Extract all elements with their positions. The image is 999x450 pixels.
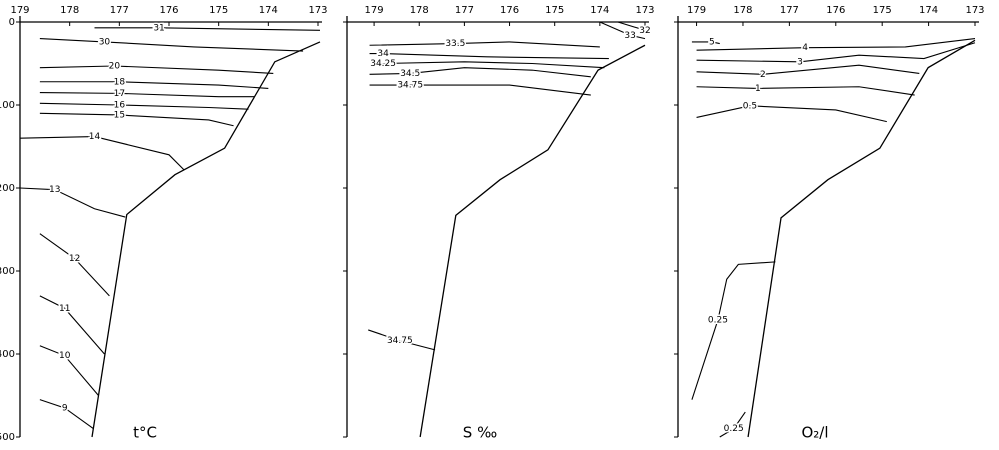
contour-label: 0.5 bbox=[743, 101, 757, 111]
bottom-profile bbox=[91, 41, 321, 438]
contour-line bbox=[94, 27, 320, 31]
contour-label: 20 bbox=[109, 61, 121, 71]
contour-line bbox=[719, 411, 746, 438]
contour-line bbox=[696, 42, 976, 63]
x-tick-label: 179 bbox=[10, 5, 29, 16]
x-tick-label: 175 bbox=[873, 5, 892, 16]
contour-line bbox=[19, 187, 126, 218]
contour-label: 32 bbox=[639, 26, 650, 36]
bottom-profile bbox=[419, 44, 646, 438]
contour-line bbox=[617, 21, 646, 31]
contour-line bbox=[39, 345, 99, 396]
contour-label: 1 bbox=[755, 84, 761, 94]
contour-label: 17 bbox=[114, 89, 125, 99]
contour-label: 34.5 bbox=[400, 69, 420, 79]
contour-label: 4 bbox=[802, 43, 808, 53]
contour-line bbox=[39, 102, 249, 110]
contour-line bbox=[599, 21, 646, 40]
x-tick-label: 178 bbox=[60, 5, 79, 16]
x-tick-label: 173 bbox=[308, 5, 327, 16]
contour-label: 15 bbox=[114, 110, 125, 120]
contour-line bbox=[691, 261, 776, 400]
contour-line bbox=[368, 329, 436, 351]
contour-line bbox=[369, 52, 609, 60]
contour-label: 33 bbox=[624, 31, 635, 41]
x-tick-label: 174 bbox=[919, 5, 938, 16]
contour-line bbox=[39, 38, 304, 52]
contour-label: 5 bbox=[709, 37, 715, 47]
x-tick-label: 174 bbox=[590, 5, 609, 16]
contour-label: 31 bbox=[153, 23, 164, 33]
x-tick-label: 174 bbox=[259, 5, 278, 16]
y-tick-label: 100 bbox=[0, 100, 15, 111]
panel-label: O₂/l bbox=[801, 424, 828, 442]
contour-label: 34 bbox=[377, 49, 389, 59]
contour-label: 3 bbox=[797, 57, 803, 67]
panel-label: t°C bbox=[133, 424, 157, 442]
contour-line bbox=[39, 81, 269, 89]
x-tick-label: 176 bbox=[500, 5, 519, 16]
contour-line bbox=[369, 67, 591, 78]
y-tick-label: 500 bbox=[0, 432, 15, 443]
x-tick-label: 177 bbox=[780, 5, 799, 16]
contour-line bbox=[39, 65, 274, 75]
contour-label: 9 bbox=[62, 403, 68, 413]
y-tick-label: 0 bbox=[9, 17, 15, 28]
contour-line bbox=[19, 135, 185, 171]
contour-line bbox=[39, 92, 255, 98]
x-tick-label: 179 bbox=[365, 5, 384, 16]
y-tick-label: 400 bbox=[0, 349, 15, 360]
y-tick-label: 200 bbox=[0, 183, 15, 194]
contour-label: 16 bbox=[114, 101, 126, 111]
bottom-profile bbox=[747, 39, 976, 438]
x-tick-label: 178 bbox=[733, 5, 752, 16]
x-tick-label: 177 bbox=[455, 5, 474, 16]
contour-label: 34.75 bbox=[387, 336, 413, 346]
contour-line bbox=[39, 295, 105, 355]
x-tick-label: 176 bbox=[159, 5, 178, 16]
x-tick-label: 173 bbox=[635, 5, 654, 16]
contour-label: 30 bbox=[99, 37, 111, 47]
x-tick-label: 177 bbox=[110, 5, 129, 16]
x-tick-label: 175 bbox=[545, 5, 564, 16]
contour-label: 34.25 bbox=[370, 59, 396, 69]
contour-label: 14 bbox=[89, 132, 101, 142]
y-tick-label: 300 bbox=[0, 266, 15, 277]
x-tick-label: 178 bbox=[410, 5, 429, 16]
contour-label: 2 bbox=[760, 70, 766, 80]
contour-line bbox=[691, 41, 720, 45]
contour-line bbox=[369, 61, 605, 69]
x-tick-label: 175 bbox=[209, 5, 228, 16]
contour-line bbox=[369, 84, 591, 96]
contour-label: 0.25 bbox=[708, 315, 728, 325]
contour-label: 10 bbox=[59, 351, 71, 361]
contour-line bbox=[39, 399, 94, 430]
contour-label: 13 bbox=[49, 185, 60, 195]
contour-line bbox=[39, 112, 234, 127]
contour-label: 0.25 bbox=[724, 424, 744, 434]
x-tick-label: 176 bbox=[826, 5, 845, 16]
contour-line bbox=[696, 105, 887, 123]
x-tick-label: 179 bbox=[687, 5, 706, 16]
panel-label: S ‰ bbox=[463, 424, 497, 442]
contour-label: 33.5 bbox=[445, 39, 465, 49]
contour-line bbox=[39, 233, 110, 297]
contour-label: 11 bbox=[59, 304, 70, 314]
contour-label: 18 bbox=[114, 77, 126, 87]
contour-line bbox=[696, 86, 915, 96]
contour-line bbox=[369, 41, 600, 48]
x-tick-label: 173 bbox=[965, 5, 984, 16]
contour-label: 34.75 bbox=[397, 81, 423, 91]
contour-line bbox=[696, 38, 976, 51]
contour-line bbox=[696, 64, 920, 75]
contour-label: 12 bbox=[69, 254, 80, 264]
